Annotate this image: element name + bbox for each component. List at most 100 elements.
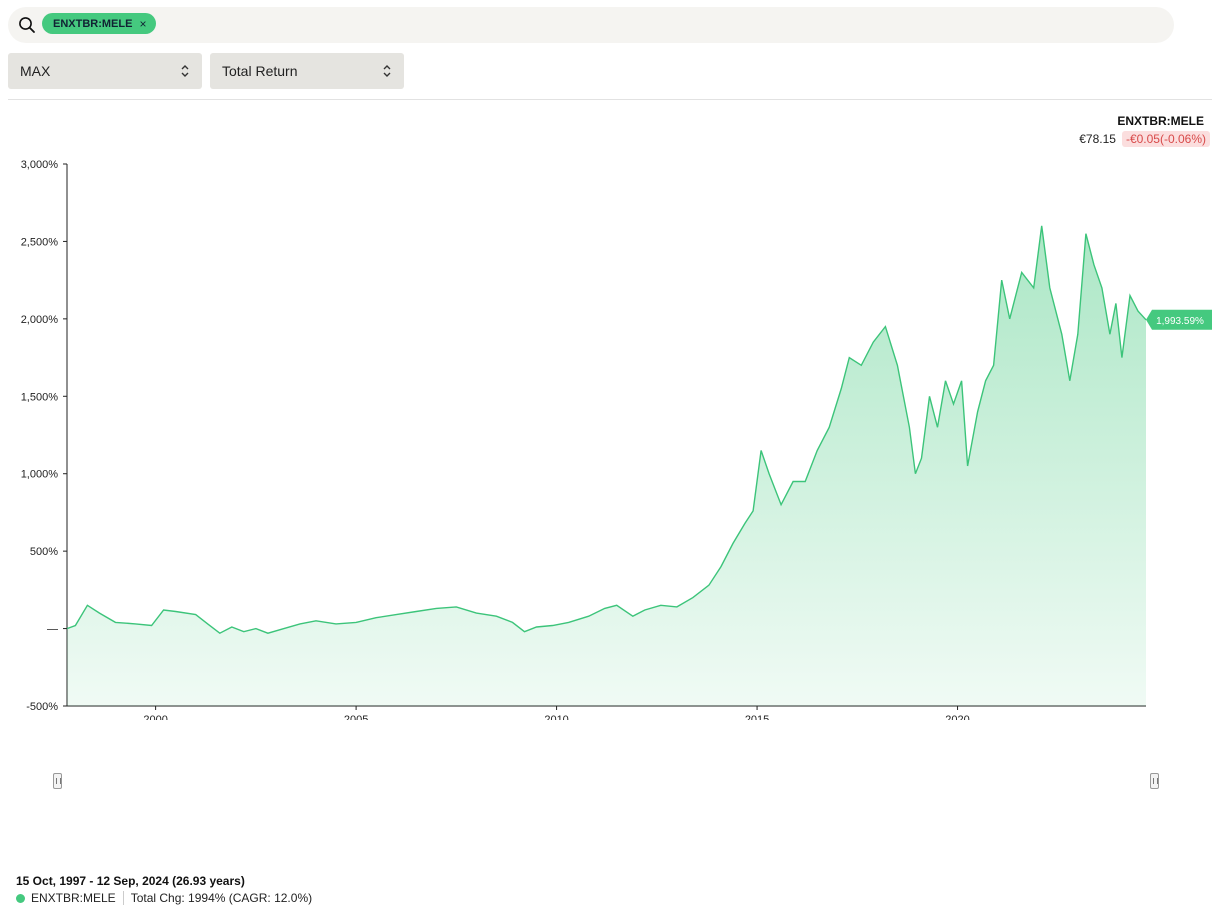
data-point bbox=[1101, 287, 1103, 289]
chevron-up-down-icon bbox=[383, 65, 391, 77]
price-row: €78.15 -€0.05(-0.06%) bbox=[1079, 131, 1210, 147]
data-point bbox=[98, 612, 100, 614]
x-tick-label: 2010 bbox=[544, 714, 568, 720]
range-handle-left[interactable] bbox=[53, 773, 62, 789]
data-point bbox=[1137, 310, 1139, 312]
data-point bbox=[86, 604, 88, 606]
y-tick-label: -500% bbox=[26, 701, 58, 713]
data-point bbox=[920, 457, 922, 459]
data-point bbox=[475, 612, 477, 614]
data-point bbox=[114, 621, 116, 623]
data-point bbox=[435, 607, 437, 609]
total-change: Total Chg: 1994% (CAGR: 12.0%) bbox=[130, 891, 313, 905]
divider bbox=[8, 99, 1212, 100]
data-point bbox=[495, 615, 497, 617]
search-icon[interactable] bbox=[18, 16, 36, 34]
data-point bbox=[976, 411, 978, 413]
ticker-chip-label: ENXTBR:MELE bbox=[53, 17, 133, 30]
search-bar[interactable]: ENXTBR:MELE × bbox=[8, 7, 1174, 43]
y-tick-label: 500% bbox=[30, 546, 58, 558]
data-point bbox=[860, 364, 862, 366]
data-point bbox=[299, 623, 301, 625]
y-tick-label: 1,000% bbox=[21, 469, 59, 481]
data-point bbox=[1129, 294, 1131, 296]
legend: ENXTBR:MELE Total Chg: 1994% (CAGR: 12.0… bbox=[16, 891, 312, 905]
data-point bbox=[355, 621, 357, 623]
x-tick-label: 2005 bbox=[344, 714, 368, 720]
data-point bbox=[960, 380, 962, 382]
data-point bbox=[952, 403, 954, 405]
data-point bbox=[1041, 225, 1043, 227]
data-point bbox=[174, 610, 176, 612]
data-point bbox=[992, 364, 994, 366]
legend-series-name: ENXTBR:MELE bbox=[31, 891, 116, 905]
x-tick-label: 2000 bbox=[143, 714, 167, 720]
data-point bbox=[1077, 333, 1079, 335]
data-point bbox=[195, 613, 197, 615]
data-point bbox=[455, 606, 457, 608]
data-point bbox=[1115, 302, 1117, 304]
data-point bbox=[936, 426, 938, 428]
x-tick-label: 2020 bbox=[945, 714, 969, 720]
data-point bbox=[676, 606, 678, 608]
series-line bbox=[66, 225, 1147, 635]
data-point bbox=[162, 609, 164, 611]
legend-dot bbox=[16, 893, 25, 903]
data-point bbox=[415, 610, 417, 612]
data-point bbox=[732, 542, 734, 544]
range-handle-right[interactable] bbox=[1150, 773, 1159, 789]
data-point bbox=[872, 341, 874, 343]
data-point bbox=[587, 615, 589, 617]
data-point bbox=[944, 380, 946, 382]
data-point bbox=[792, 480, 794, 482]
data-point bbox=[1085, 232, 1087, 234]
data-point bbox=[511, 621, 513, 623]
data-point bbox=[66, 627, 68, 629]
mode-select[interactable]: Total Return bbox=[210, 53, 404, 89]
data-point bbox=[219, 632, 221, 634]
data-point bbox=[231, 626, 233, 628]
period-summary: 15 Oct, 1997 - 12 Sep, 2024 (26.93 years… bbox=[16, 874, 245, 888]
chevron-up-down-icon bbox=[181, 65, 189, 77]
data-point bbox=[207, 623, 209, 625]
data-point bbox=[660, 604, 662, 606]
y-tick-label: 1,500% bbox=[21, 391, 59, 403]
data-point bbox=[848, 356, 850, 358]
data-point bbox=[1121, 356, 1123, 358]
data-point bbox=[523, 630, 525, 632]
data-point bbox=[1061, 333, 1063, 335]
data-point bbox=[768, 473, 770, 475]
data-point bbox=[1008, 318, 1010, 320]
data-point bbox=[1000, 279, 1002, 281]
x-axis: 2000 2005 2010 2015 2020 bbox=[67, 705, 1146, 720]
ticker-chip[interactable]: ENXTBR:MELE × bbox=[42, 13, 157, 34]
data-point bbox=[335, 623, 337, 625]
x-tick-label: 2015 bbox=[745, 714, 769, 720]
data-point bbox=[315, 620, 317, 622]
y-tick-label: 2,000% bbox=[21, 314, 59, 326]
close-icon[interactable]: × bbox=[139, 16, 147, 31]
range-select-value: MAX bbox=[20, 63, 51, 79]
data-point bbox=[375, 617, 377, 619]
data-point bbox=[283, 627, 285, 629]
data-point bbox=[760, 449, 762, 451]
data-point bbox=[1021, 271, 1023, 273]
data-point bbox=[884, 325, 886, 327]
data-point bbox=[908, 426, 910, 428]
data-point bbox=[74, 624, 76, 626]
data-point bbox=[567, 621, 569, 623]
data-point bbox=[1069, 380, 1071, 382]
mode-select-value: Total Return bbox=[222, 63, 298, 79]
data-point bbox=[1049, 287, 1051, 289]
area-fill bbox=[67, 225, 1146, 706]
last-value-badge bbox=[1146, 309, 1212, 330]
range-select[interactable]: MAX bbox=[8, 53, 202, 89]
data-point bbox=[1033, 287, 1035, 289]
data-point bbox=[804, 480, 806, 482]
data-point bbox=[914, 473, 916, 475]
chart-ticker-title: ENXTBR:MELE bbox=[1117, 114, 1204, 128]
data-point bbox=[267, 632, 269, 634]
data-point bbox=[828, 426, 830, 428]
total-return-chart[interactable]: 3,000% 2,500% 2,000% 1,500% 1,000% 500% — -500%… bbox=[0, 150, 1219, 720]
y-tick-label: 2,500% bbox=[21, 236, 59, 248]
